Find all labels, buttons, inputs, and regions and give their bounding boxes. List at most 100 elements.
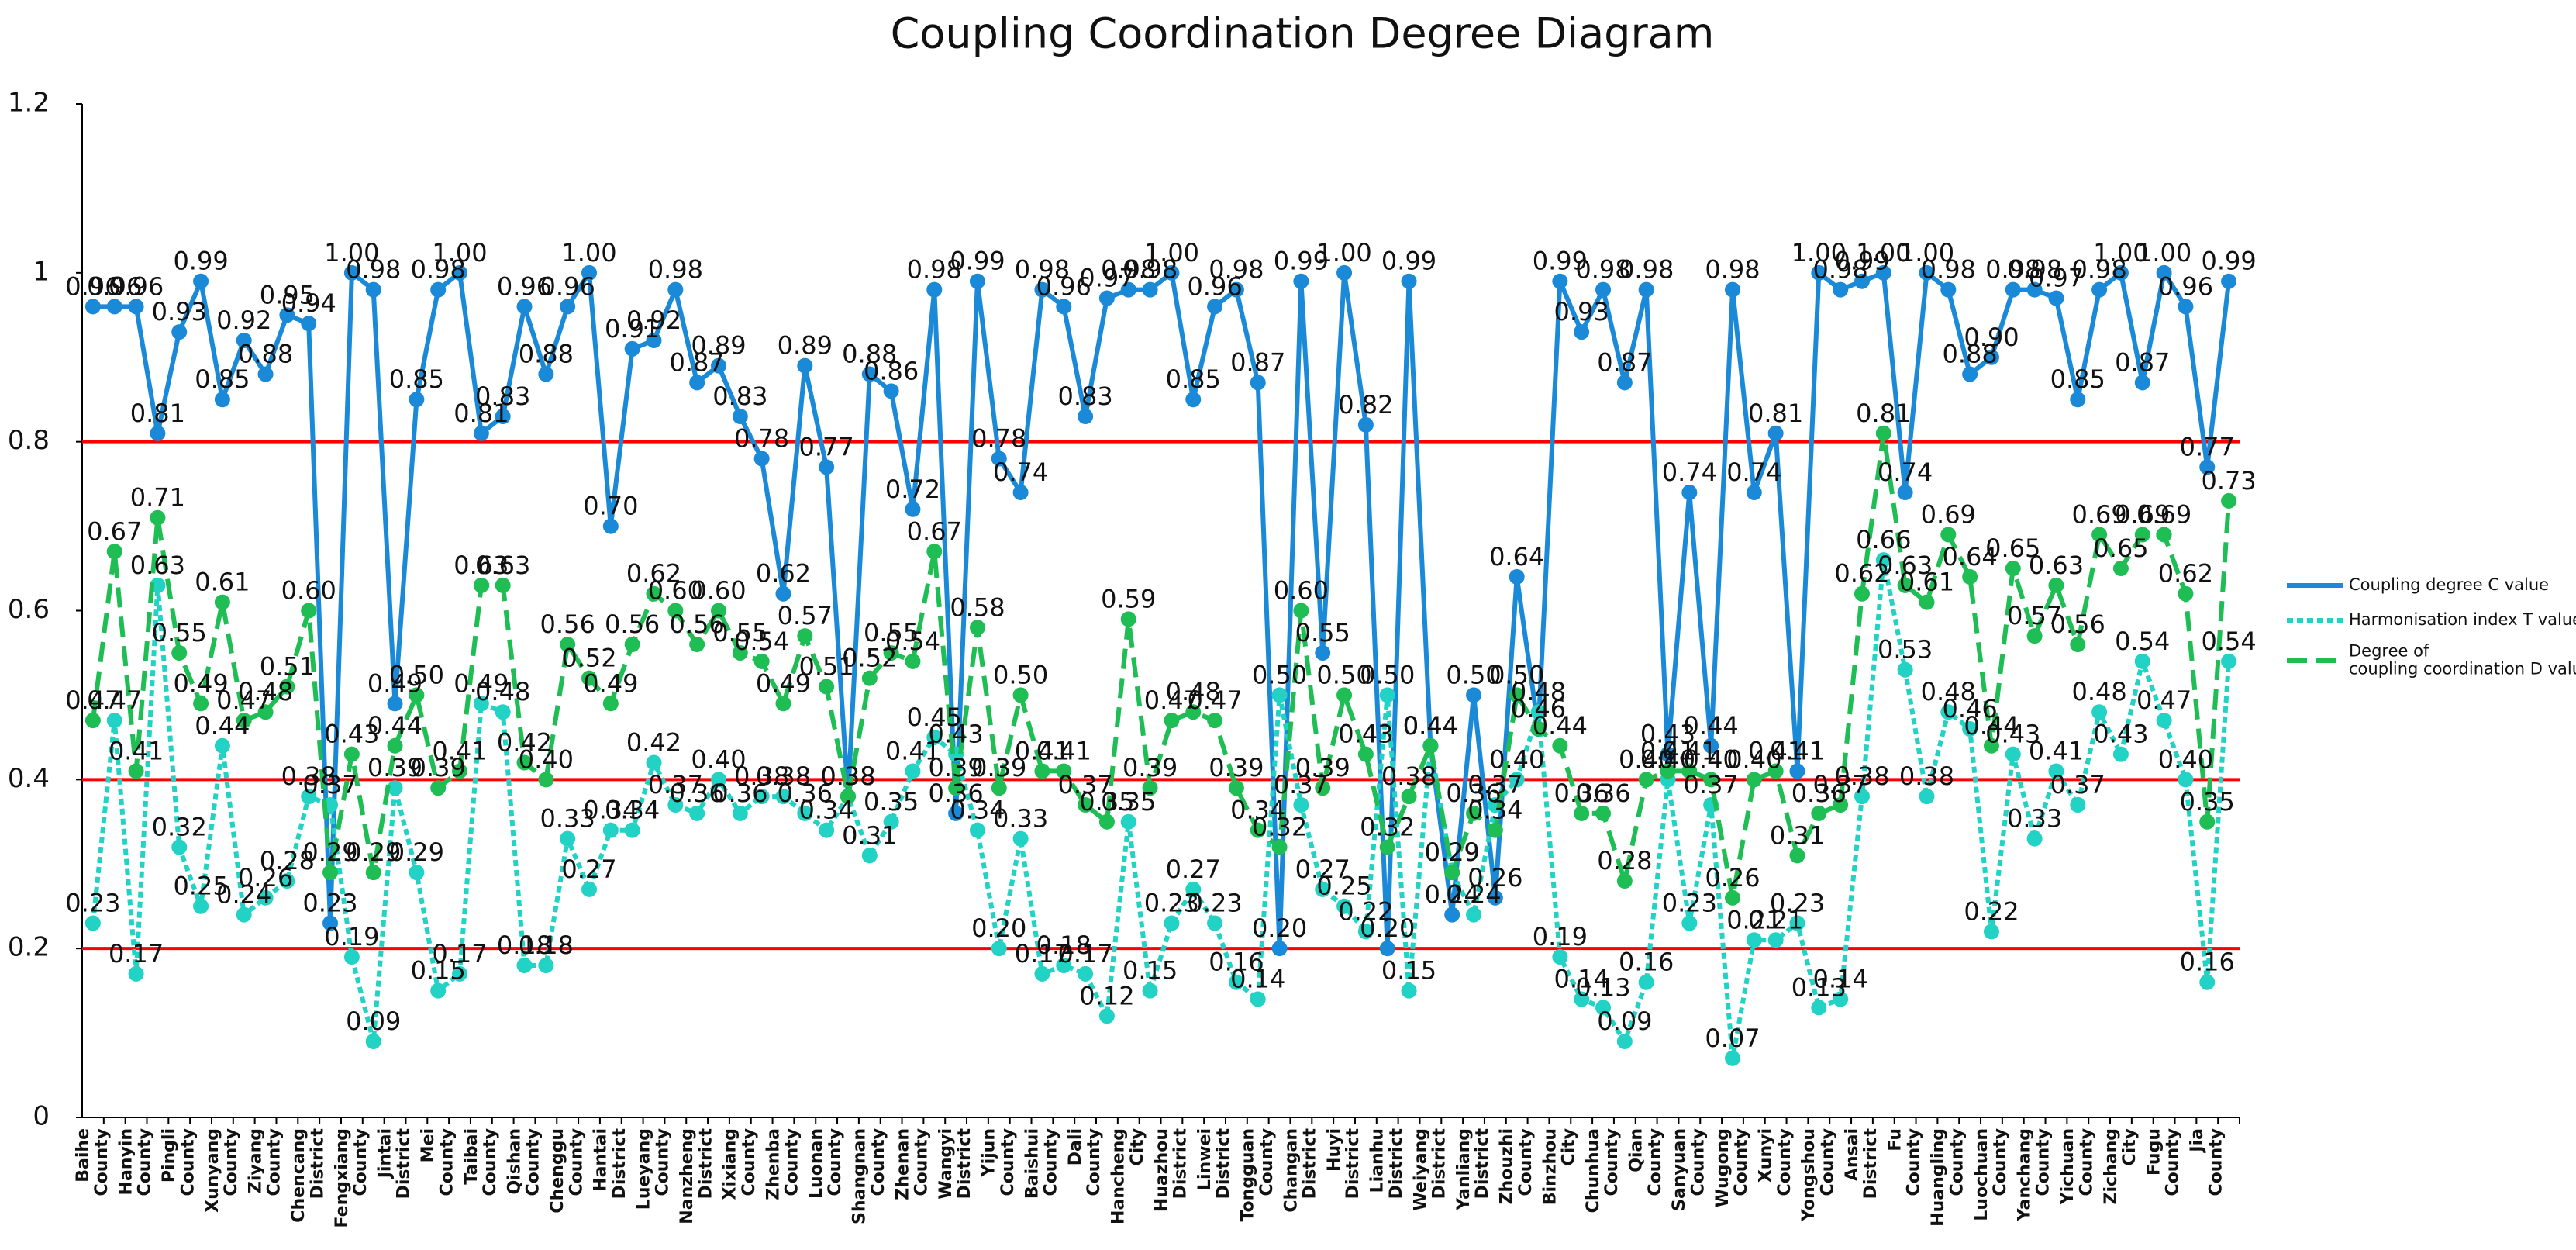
data-label: 0.63	[453, 551, 509, 580]
point	[1767, 932, 1784, 948]
point	[624, 340, 640, 357]
point	[1034, 281, 1050, 298]
point	[1379, 839, 1395, 855]
data-label: 0.43	[928, 720, 983, 749]
data-label: 0.24	[1425, 880, 1480, 910]
data-label: 0.41	[432, 736, 487, 765]
point	[1703, 737, 1719, 754]
x-tick-label: FuguCounty	[2144, 1128, 2182, 1196]
data-label: 0.20	[1252, 913, 1307, 943]
point	[1293, 273, 1309, 289]
data-label: 0.98	[411, 255, 466, 285]
point	[1336, 898, 1353, 914]
point	[1271, 687, 1288, 703]
data-label: 0.50	[1252, 660, 1307, 689]
data-label: 0.94	[281, 288, 336, 318]
point	[1164, 264, 1180, 281]
data-label: 0.44	[1964, 711, 2019, 741]
x-tick-label: YichuanCounty	[2058, 1128, 2096, 1205]
data-label: 1.00	[561, 238, 616, 268]
point	[193, 273, 209, 289]
x-tick-label: BinzhouCity	[1540, 1128, 1578, 1205]
data-label: 0.49	[453, 668, 509, 698]
data-label: 0.81	[130, 399, 185, 428]
data-label: 0.50	[993, 660, 1048, 689]
point	[2091, 527, 2108, 543]
data-label: 0.92	[216, 306, 271, 335]
data-label: 0.44	[1533, 711, 1588, 741]
data-label: 0.95	[260, 280, 315, 309]
x-tick-label: YanliangDistrict	[1454, 1128, 1492, 1211]
data-label: 0.14	[1230, 965, 1285, 994]
point	[1746, 485, 1762, 501]
point	[2112, 264, 2129, 281]
data-label: 0.42	[626, 728, 681, 758]
data-label: 0.27	[1295, 855, 1350, 884]
data-label: 0.24	[216, 880, 271, 910]
data-label: 0.37	[1684, 770, 1739, 799]
point	[1207, 713, 1223, 729]
data-label: 0.69	[2071, 499, 2126, 529]
data-label: 0.62	[626, 559, 681, 589]
point	[516, 754, 533, 771]
data-label: 0.77	[2180, 432, 2235, 461]
data-label: 0.53	[1878, 635, 1933, 665]
data-label: 0.23	[1187, 888, 1242, 917]
point	[1185, 881, 1202, 897]
data-label: 0.81	[453, 399, 509, 428]
point	[2091, 281, 2108, 298]
data-label: 0.59	[1101, 584, 1156, 613]
point	[1078, 408, 1094, 424]
point	[1897, 485, 1913, 501]
point	[905, 653, 921, 669]
data-label: 0.21	[1748, 905, 1803, 934]
point	[926, 729, 943, 745]
data-label: 0.39	[971, 753, 1026, 782]
data-label: 0.34	[605, 796, 660, 825]
data-label: 0.48	[1511, 677, 1566, 706]
point	[1875, 264, 1891, 281]
point	[1919, 264, 1935, 281]
data-label: 0.41	[2029, 736, 2084, 765]
point	[926, 544, 943, 560]
data-label: 0.98	[1619, 255, 1674, 285]
point	[1379, 687, 1395, 703]
x-tick-label: LueyangCounty	[634, 1128, 672, 1210]
data-label: 0.18	[1036, 931, 1091, 960]
data-label: 0.55	[712, 618, 767, 647]
point	[2178, 299, 2194, 315]
data-label: 0.47	[65, 685, 120, 715]
data-label: 0.43	[1640, 720, 1695, 749]
x-tick-label: ZhouzhiCounty	[1498, 1128, 1536, 1204]
data-label: 0.35	[864, 787, 919, 817]
data-label: 0.47	[2136, 685, 2191, 715]
point	[1552, 949, 1568, 965]
data-label: 0.16	[1619, 948, 1674, 977]
data-label: 0.87	[670, 347, 725, 377]
data-label: 0.96	[2158, 271, 2213, 301]
point	[624, 822, 640, 838]
point	[1530, 704, 1547, 720]
data-label: 0.29	[1425, 837, 1480, 867]
data-label: 0.98	[1015, 255, 1070, 285]
point	[1767, 763, 1784, 779]
x-tick-label: LinweiDistrict	[1195, 1128, 1233, 1200]
point	[84, 299, 101, 315]
point	[2026, 281, 2043, 298]
data-label: 0.38	[734, 761, 789, 791]
point	[1789, 763, 1805, 779]
data-label: 0.97	[1079, 264, 1134, 293]
data-label: 0.96	[109, 271, 164, 301]
data-label: 0.88	[1943, 340, 1998, 369]
data-label: 0.98	[2007, 255, 2062, 285]
data-label: 0.65	[2093, 533, 2148, 563]
point	[948, 780, 964, 796]
data-label: 0.31	[842, 820, 897, 850]
point	[1789, 848, 1805, 864]
point	[452, 264, 468, 281]
point	[84, 915, 101, 931]
point	[322, 915, 339, 931]
point	[1120, 611, 1136, 627]
data-label: 0.96	[497, 271, 552, 301]
point	[1660, 763, 1676, 779]
